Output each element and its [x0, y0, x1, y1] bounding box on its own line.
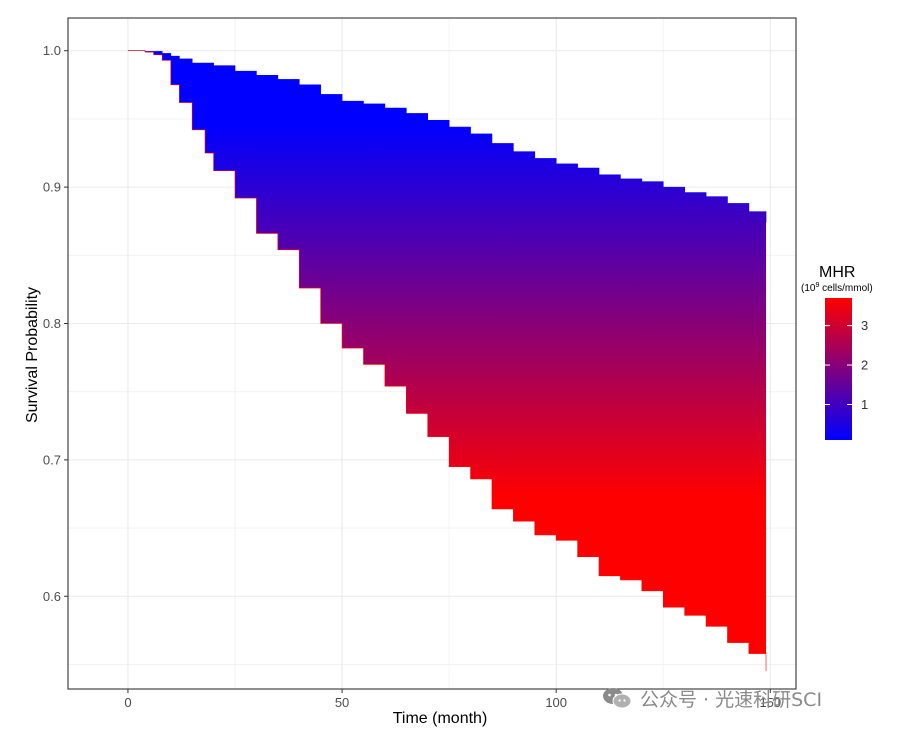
y-tick-label: 0.9 [43, 180, 61, 195]
x-tick-labels: 0 50 100 150 [124, 695, 781, 710]
y-tick-labels: 0.6 0.7 0.8 0.9 1.0 [43, 43, 61, 604]
survival-area [127, 50, 767, 672]
legend-tick-label: 3 [861, 318, 868, 333]
watermark: 公众号 · 光速科研SCI [602, 684, 822, 712]
x-tick-label: 150 [759, 695, 781, 710]
series-line-lower [127, 50, 767, 672]
wechat-icon [603, 688, 632, 709]
color-legend: MHR (109 cells/mmol) 1 2 3 [801, 264, 873, 440]
x-tick-label: 0 [124, 695, 131, 710]
x-axis-title: Time (month) [393, 710, 488, 727]
y-tick-label: 0.8 [43, 316, 61, 331]
x-tick-label: 50 [335, 695, 349, 710]
y-tick-label: 1.0 [43, 43, 61, 58]
legend-ticks: 1 2 3 [825, 318, 868, 412]
legend-tick-label: 1 [861, 397, 868, 412]
y-tick-label: 0.7 [43, 452, 61, 467]
survival-band [127, 50, 767, 672]
x-tick-label: 100 [545, 695, 567, 710]
legend-subtitle: (109 cells/mmol) [801, 282, 873, 294]
series-line-upper [127, 50, 767, 223]
y-axis-title: Survival Probability [24, 287, 41, 423]
y-tick-label: 0.6 [43, 589, 61, 604]
legend-tick-label: 2 [861, 358, 868, 373]
axis-ticks [64, 50, 771, 693]
panel-border [67, 17, 797, 690]
watermark-text: 公众号 · 光速科研SCI [640, 688, 823, 711]
legend-title: MHR [819, 264, 855, 281]
legend-colorbar [825, 298, 852, 440]
